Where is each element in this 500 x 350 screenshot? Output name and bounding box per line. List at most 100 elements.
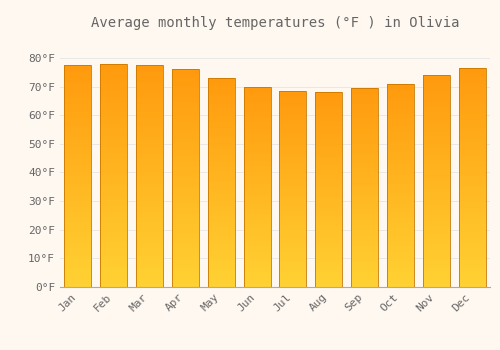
Bar [280, 248, 306, 250]
Bar [280, 199, 306, 201]
Bar [244, 179, 270, 182]
Bar [136, 65, 163, 287]
Bar [64, 187, 92, 190]
Bar [387, 261, 414, 264]
Bar [100, 228, 127, 231]
Bar [64, 120, 92, 123]
Bar [172, 170, 199, 173]
Bar [136, 115, 163, 118]
Bar [208, 250, 234, 253]
Bar [100, 92, 127, 94]
Bar [244, 272, 270, 274]
Bar [100, 242, 127, 245]
Bar [244, 229, 270, 232]
Bar [458, 82, 485, 84]
Bar [387, 152, 414, 155]
Bar [136, 231, 163, 234]
Bar [458, 76, 485, 79]
Bar [423, 271, 450, 274]
Bar [64, 262, 92, 265]
Bar [64, 129, 92, 132]
Bar [136, 159, 163, 162]
Bar [172, 148, 199, 151]
Bar [387, 127, 414, 130]
Bar [316, 216, 342, 219]
Bar [136, 126, 163, 129]
Bar [387, 208, 414, 211]
Bar [316, 119, 342, 121]
Bar [100, 153, 127, 156]
Bar [100, 281, 127, 284]
Bar [136, 143, 163, 146]
Bar [387, 221, 414, 223]
Bar [244, 86, 270, 287]
Bar [351, 208, 378, 210]
Bar [316, 199, 342, 202]
Bar [423, 83, 450, 86]
Bar [100, 262, 127, 265]
Bar [351, 265, 378, 267]
Bar [423, 128, 450, 131]
Bar [208, 261, 234, 264]
Bar [351, 173, 378, 175]
Bar [387, 162, 414, 165]
Bar [458, 101, 485, 104]
Bar [64, 190, 92, 193]
Bar [244, 127, 270, 129]
Bar [172, 281, 199, 284]
Bar [100, 75, 127, 78]
Bar [136, 176, 163, 179]
Bar [423, 197, 450, 199]
Bar [100, 150, 127, 153]
Bar [172, 77, 199, 80]
Bar [244, 187, 270, 189]
Bar [64, 273, 92, 276]
Bar [351, 150, 378, 153]
Bar [64, 74, 92, 76]
Bar [136, 276, 163, 279]
Bar [280, 155, 306, 157]
Bar [136, 84, 163, 87]
Bar [280, 130, 306, 133]
Bar [316, 285, 342, 287]
Bar [423, 147, 450, 149]
Bar [458, 172, 485, 175]
Bar [172, 219, 199, 222]
Bar [64, 204, 92, 206]
Bar [280, 270, 306, 272]
Bar [172, 214, 199, 216]
Bar [351, 185, 378, 188]
Bar [208, 107, 234, 109]
Bar [136, 279, 163, 281]
Bar [208, 240, 234, 243]
Bar [280, 204, 306, 206]
Bar [208, 274, 234, 276]
Bar [136, 79, 163, 82]
Bar [172, 167, 199, 170]
Bar [316, 180, 342, 182]
Bar [172, 116, 199, 118]
Bar [316, 209, 342, 211]
Bar [64, 184, 92, 187]
Bar [64, 284, 92, 287]
Bar [100, 212, 127, 215]
Bar [280, 133, 306, 135]
Bar [244, 172, 270, 174]
Bar [423, 184, 450, 186]
Bar [136, 187, 163, 190]
Bar [423, 115, 450, 118]
Bar [351, 103, 378, 105]
Bar [458, 79, 485, 82]
Bar [351, 165, 378, 168]
Bar [208, 198, 234, 201]
Bar [423, 173, 450, 176]
Bar [208, 102, 234, 104]
Bar [64, 96, 92, 98]
Bar [387, 102, 414, 104]
Bar [387, 186, 414, 188]
Bar [244, 239, 270, 242]
Bar [208, 78, 234, 80]
Bar [387, 122, 414, 124]
Bar [316, 187, 342, 190]
Bar [280, 253, 306, 255]
